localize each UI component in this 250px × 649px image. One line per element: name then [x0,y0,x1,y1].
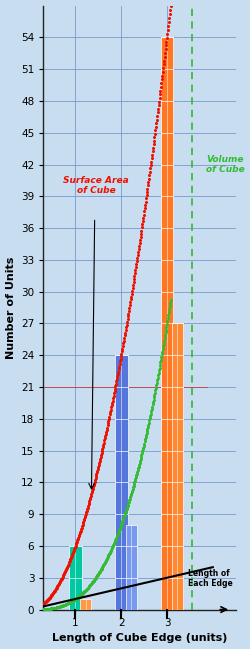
Text: Volume
of Cube: Volume of Cube [206,155,245,174]
Bar [172,323,182,609]
Y-axis label: Number of Units: Number of Units [6,256,16,359]
Bar [160,38,173,609]
Text: Surface Area
of Cube: Surface Area of Cube [63,176,129,195]
X-axis label: Length of Cube Edge (units): Length of Cube Edge (units) [52,633,227,643]
Bar [80,599,91,609]
Bar [126,525,137,609]
Bar [115,355,128,609]
Bar [69,546,82,609]
Text: Length of
Each Edge: Length of Each Edge [188,569,232,589]
